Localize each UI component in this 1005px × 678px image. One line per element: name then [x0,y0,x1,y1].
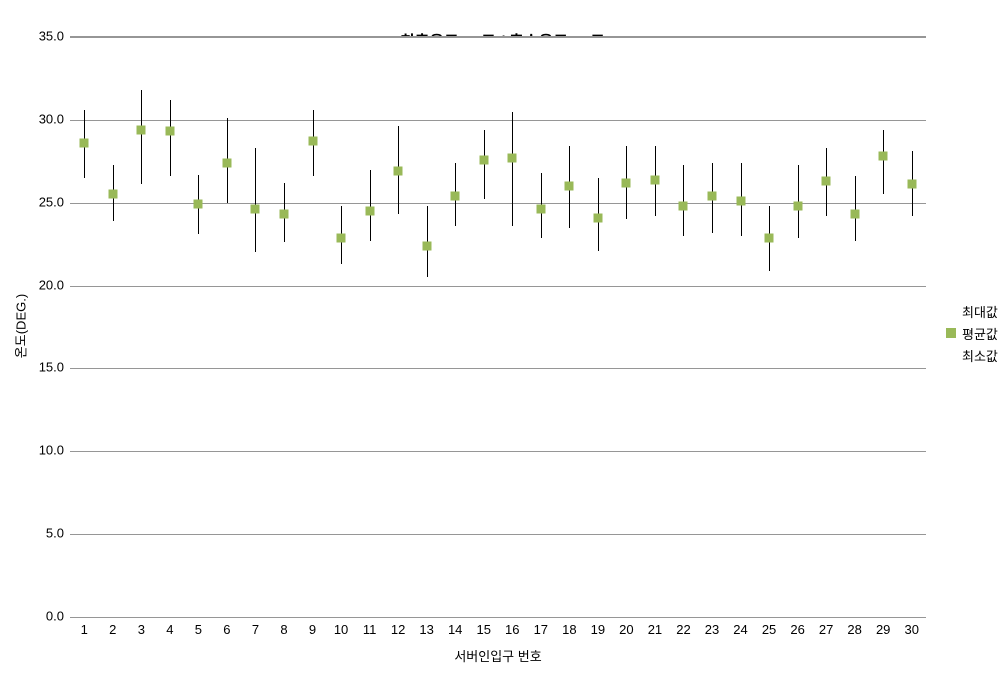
legend: 최대값평균값최소값 [946,300,998,366]
y-tick-label: 15.0 [24,360,64,375]
gridline [70,534,926,535]
mean-marker [137,125,146,134]
mean-marker [708,192,717,201]
legend-item: 평균값 [946,322,998,344]
x-tick-label: 18 [562,622,576,637]
x-tick-label: 25 [762,622,776,637]
x-tick-label: 2 [109,622,116,637]
range-line [512,112,513,226]
mean-marker [565,182,574,191]
mean-marker [793,202,802,211]
x-tick-label: 23 [705,622,719,637]
mean-marker [879,152,888,161]
x-tick-label: 7 [252,622,259,637]
x-tick-label: 24 [733,622,747,637]
y-tick-label: 5.0 [24,526,64,541]
gridline [70,120,926,121]
mean-marker [479,155,488,164]
x-tick-label: 3 [138,622,145,637]
x-tick-label: 14 [448,622,462,637]
mean-marker [822,177,831,186]
x-tick-label: 13 [419,622,433,637]
mean-marker [365,207,374,216]
x-tick-label: 21 [648,622,662,637]
legend-swatch [946,328,956,338]
gridline [70,368,926,369]
gridline [70,451,926,452]
x-tick-label: 1 [81,622,88,637]
gridline [70,37,926,38]
mean-marker [650,175,659,184]
x-tick-label: 26 [790,622,804,637]
mean-marker [165,127,174,136]
gridline [70,617,926,618]
y-tick-label: 35.0 [24,29,64,44]
mean-marker [508,153,517,162]
mean-marker [451,192,460,201]
x-tick-label: 20 [619,622,633,637]
mean-marker [622,178,631,187]
x-tick-label: 8 [280,622,287,637]
x-tick-label: 9 [309,622,316,637]
range-line [255,148,256,252]
mean-marker [679,202,688,211]
x-tick-label: 16 [505,622,519,637]
chart-stage: 취출온도 16도 / 출수온도 16도 온도(DEG.) 서버인입구 번호 최대… [0,0,1005,678]
x-tick-label: 17 [534,622,548,637]
mean-marker [536,205,545,214]
mean-marker [394,167,403,176]
x-tick-label: 12 [391,622,405,637]
legend-item: 최대값 [946,300,998,322]
x-tick-label: 30 [904,622,918,637]
legend-swatch [946,306,956,316]
mean-marker [222,158,231,167]
plot-area [70,36,926,618]
y-tick-label: 20.0 [24,277,64,292]
x-tick-label: 29 [876,622,890,637]
y-tick-label: 10.0 [24,443,64,458]
legend-item: 최소값 [946,344,998,366]
x-tick-label: 4 [166,622,173,637]
legend-label: 평균값 [962,324,998,343]
mean-marker [280,210,289,219]
range-line [855,176,856,241]
x-tick-label: 22 [676,622,690,637]
mean-marker [194,200,203,209]
x-tick-label: 27 [819,622,833,637]
y-tick-label: 30.0 [24,111,64,126]
range-line [141,90,142,184]
legend-swatch [946,350,956,360]
x-tick-label: 5 [195,622,202,637]
range-line [484,130,485,200]
mean-marker [736,197,745,206]
mean-marker [80,139,89,148]
mean-marker [850,210,859,219]
y-axis-label: 온도(DEG.) [11,294,30,358]
range-line [683,165,684,236]
x-tick-label: 15 [476,622,490,637]
mean-marker [907,180,916,189]
mean-marker [337,233,346,242]
mean-marker [593,213,602,222]
range-line [370,170,371,241]
x-tick-label: 11 [363,622,377,637]
x-tick-label: 28 [847,622,861,637]
x-tick-label: 10 [334,622,348,637]
y-tick-label: 0.0 [24,609,64,624]
mean-marker [422,241,431,250]
mean-marker [251,205,260,214]
range-line [170,100,171,176]
range-line [883,130,884,195]
legend-label: 최대값 [962,302,998,321]
y-tick-label: 25.0 [24,194,64,209]
gridline [70,286,926,287]
x-tick-label: 6 [223,622,230,637]
mean-marker [765,233,774,242]
x-axis-label: 서버인입구 번호 [454,646,541,665]
mean-marker [108,190,117,199]
legend-label: 최소값 [962,346,998,365]
mean-marker [308,137,317,146]
x-tick-label: 19 [591,622,605,637]
